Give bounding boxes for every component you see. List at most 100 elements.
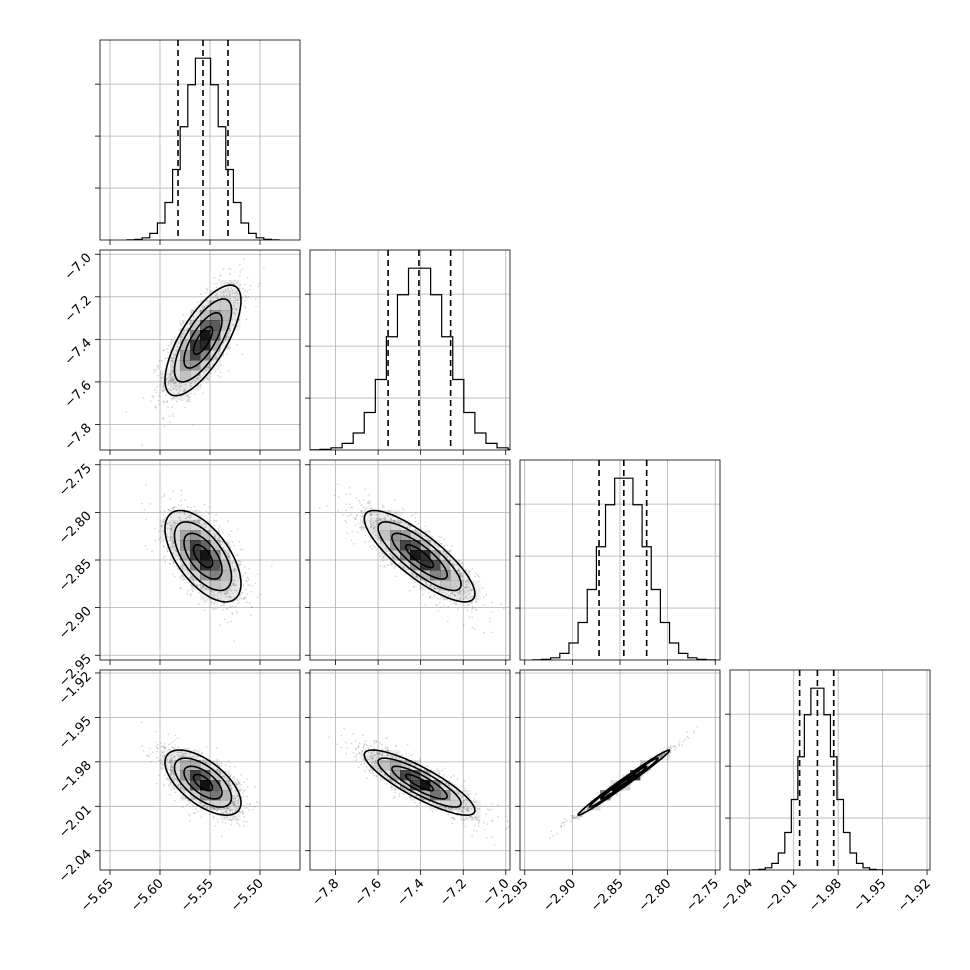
sample-point bbox=[167, 383, 170, 386]
sample-point bbox=[245, 318, 248, 321]
density-cell bbox=[220, 540, 231, 551]
sample-point bbox=[491, 836, 494, 838]
sample-point bbox=[355, 514, 358, 517]
sample-point bbox=[401, 754, 403, 756]
sample-point bbox=[184, 797, 187, 800]
sample-point bbox=[355, 747, 357, 750]
density-cell bbox=[450, 790, 461, 801]
density-cell bbox=[180, 780, 191, 791]
sample-point bbox=[171, 507, 173, 510]
sample-point bbox=[171, 746, 174, 748]
sample-point bbox=[188, 323, 191, 325]
sample-point bbox=[400, 521, 403, 524]
sample-point bbox=[236, 800, 239, 802]
sample-point bbox=[378, 753, 380, 755]
sample-point bbox=[229, 808, 232, 811]
sample-point bbox=[241, 353, 244, 356]
sample-point bbox=[172, 379, 174, 382]
sample-point bbox=[486, 837, 488, 839]
cell-2-2 bbox=[515, 459, 721, 665]
sample-point bbox=[350, 539, 353, 542]
sample-point bbox=[397, 518, 399, 520]
sample-point bbox=[337, 496, 340, 498]
sample-point bbox=[464, 825, 467, 828]
sample-point bbox=[610, 797, 612, 799]
sample-point bbox=[362, 498, 365, 501]
sample-point bbox=[399, 754, 402, 757]
sample-point bbox=[194, 812, 196, 814]
sample-point bbox=[394, 756, 397, 758]
sample-point bbox=[145, 483, 147, 486]
sample-point bbox=[466, 580, 469, 582]
sample-point bbox=[363, 770, 366, 772]
sample-point bbox=[247, 584, 249, 587]
sample-point bbox=[182, 320, 184, 322]
sample-point bbox=[223, 602, 226, 604]
sample-point bbox=[421, 535, 423, 538]
sample-point bbox=[233, 803, 235, 806]
sample-point bbox=[379, 518, 381, 520]
sample-point bbox=[164, 401, 167, 403]
sample-point bbox=[144, 545, 147, 547]
sample-point bbox=[465, 808, 467, 810]
sample-point bbox=[226, 592, 228, 595]
sample-point bbox=[215, 513, 217, 516]
sample-point bbox=[370, 762, 373, 765]
sample-point bbox=[173, 382, 175, 385]
sample-point bbox=[149, 503, 152, 505]
sample-point bbox=[216, 810, 218, 812]
y-tick-label: −2.04 bbox=[56, 847, 95, 886]
contour-level-2 bbox=[173, 521, 233, 592]
sample-point bbox=[228, 327, 231, 330]
sample-point bbox=[457, 792, 460, 795]
sample-point bbox=[414, 580, 416, 583]
sample-point bbox=[206, 806, 208, 809]
sample-point bbox=[474, 801, 477, 803]
sample-point bbox=[471, 819, 473, 821]
sample-point bbox=[225, 336, 228, 338]
sample-point bbox=[170, 757, 173, 759]
sample-point bbox=[417, 522, 420, 525]
sample-point bbox=[183, 788, 186, 791]
sample-point bbox=[460, 602, 463, 604]
sample-point bbox=[157, 399, 160, 402]
sample-point bbox=[573, 815, 575, 817]
sample-point bbox=[200, 525, 203, 527]
sample-point bbox=[189, 820, 191, 822]
sample-point bbox=[390, 780, 393, 782]
sample-point bbox=[444, 806, 447, 809]
sample-point bbox=[171, 768, 174, 771]
sample-point bbox=[435, 804, 438, 807]
sample-point bbox=[240, 597, 242, 600]
sample-point bbox=[370, 513, 373, 516]
sample-point bbox=[465, 569, 467, 571]
sample-point bbox=[181, 574, 184, 577]
sample-point bbox=[189, 755, 192, 758]
sample-point bbox=[168, 761, 170, 764]
sample-point bbox=[434, 544, 437, 546]
sample-point bbox=[355, 748, 357, 751]
sample-point bbox=[358, 752, 361, 754]
sample-point bbox=[587, 807, 590, 810]
sample-point bbox=[179, 517, 181, 520]
sample-point bbox=[376, 523, 379, 526]
sample-point bbox=[166, 535, 169, 538]
sample-point bbox=[471, 602, 474, 604]
sample-point bbox=[173, 525, 175, 527]
sample-point bbox=[209, 606, 212, 608]
sample-point bbox=[372, 521, 375, 524]
sample-point bbox=[173, 336, 176, 338]
sample-point bbox=[185, 752, 188, 755]
sample-point bbox=[328, 736, 331, 738]
sample-point bbox=[182, 389, 185, 392]
sample-point bbox=[491, 819, 493, 822]
sample-point bbox=[344, 519, 347, 522]
sample-point bbox=[368, 494, 370, 496]
sample-point bbox=[578, 817, 580, 820]
sample-point bbox=[162, 520, 165, 523]
sample-point bbox=[447, 590, 450, 593]
sample-point bbox=[170, 770, 173, 773]
sample-point bbox=[189, 577, 191, 580]
sample-point bbox=[193, 393, 196, 395]
sample-point bbox=[462, 801, 465, 803]
